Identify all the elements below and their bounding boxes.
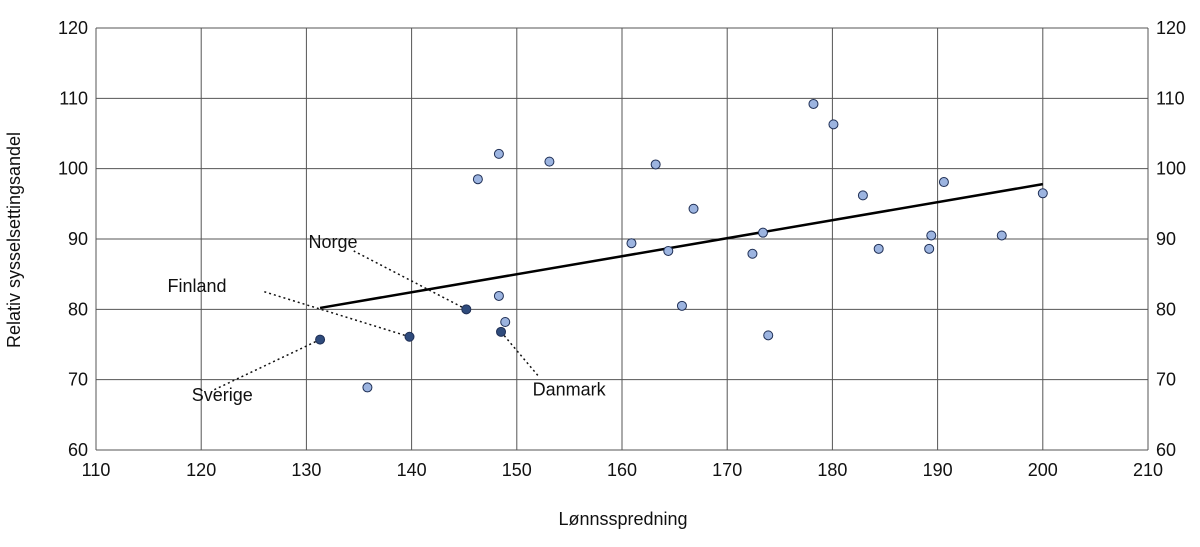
annotation-labels: Sverige Finland Norge Danmark <box>168 232 607 405</box>
x-tick-label: 200 <box>1028 460 1058 480</box>
data-point <box>757 227 768 238</box>
x-tick-label: 110 <box>82 460 111 480</box>
data-point <box>676 300 687 311</box>
y-tick-label-left: 80 <box>68 299 88 319</box>
x-tick-label: 180 <box>817 460 847 480</box>
leader-line-danmark <box>500 331 539 376</box>
x-tick-label: 170 <box>712 460 742 480</box>
y-tick-label-left: 120 <box>58 18 88 38</box>
highlighted-point-sverige <box>315 334 326 345</box>
leader-line-finland <box>264 291 410 338</box>
y-tick-label-left: 70 <box>68 370 88 390</box>
annotation-danmark: Danmark <box>533 380 607 400</box>
trend-line <box>319 182 1044 310</box>
y-tick-label-left: 110 <box>59 88 88 108</box>
gridlines <box>95 27 1149 451</box>
highlighted-point-finland <box>404 331 415 342</box>
highlighted-point-danmark <box>496 326 507 337</box>
x-tick-label: 190 <box>923 460 953 480</box>
y-axis-left-tick-labels: 60 70 80 90 100 110 120 <box>58 18 88 460</box>
y-tick-label-right: 70 <box>1156 370 1176 390</box>
y-tick-label-right: 110 <box>1156 88 1185 108</box>
highlighted-point-norge <box>461 304 472 315</box>
y-axis-title: Relativ sysselsettingsandel <box>4 132 24 348</box>
y-tick-label-left: 100 <box>58 159 88 179</box>
highlighted-points <box>315 304 507 345</box>
data-point <box>924 243 935 254</box>
data-point <box>472 174 483 185</box>
y-tick-label-right: 90 <box>1156 229 1176 249</box>
data-point <box>857 190 868 201</box>
data-point <box>500 316 511 327</box>
data-point <box>747 248 758 259</box>
x-tick-label: 130 <box>291 460 321 480</box>
data-point <box>493 148 504 159</box>
data-point <box>1037 188 1048 199</box>
data-point <box>873 243 884 254</box>
data-point <box>926 230 937 241</box>
data-point <box>996 230 1007 241</box>
data-point <box>650 159 661 170</box>
annotation-sverige: Sverige <box>192 385 253 405</box>
data-point <box>626 238 637 249</box>
y-tick-label-right: 80 <box>1156 299 1176 319</box>
annotation-norge: Norge <box>309 232 358 252</box>
data-point <box>808 98 819 109</box>
annotation-leader-lines <box>211 250 539 392</box>
data-point <box>663 245 674 256</box>
x-tick-label: 140 <box>397 460 427 480</box>
data-point <box>938 177 949 188</box>
x-tick-label: 120 <box>186 460 216 480</box>
x-tick-label: 150 <box>502 460 532 480</box>
data-point <box>544 156 555 167</box>
leader-line-sverige <box>211 338 321 392</box>
x-axis-tick-labels: 110 120 130 140 150 160 170 180 190 200 210 <box>82 460 1163 480</box>
y-tick-label-left: 60 <box>68 440 88 460</box>
data-points <box>362 98 1048 393</box>
data-point <box>828 119 839 130</box>
annotation-finland: Finland <box>168 276 227 296</box>
y-tick-label-right: 100 <box>1156 159 1186 179</box>
data-point <box>362 382 373 393</box>
data-point <box>688 203 699 214</box>
y-tick-label-right: 120 <box>1156 18 1186 38</box>
x-tick-label: 210 <box>1133 460 1163 480</box>
data-point <box>763 330 774 341</box>
x-axis-title: Lønnsspredning <box>558 509 687 529</box>
data-point <box>493 290 504 301</box>
y-axis-right-tick-labels: 60 70 80 90 100 110 120 <box>1156 18 1186 460</box>
x-tick-label: 160 <box>607 460 637 480</box>
leader-line-norge <box>353 250 467 310</box>
y-tick-label-right: 60 <box>1156 440 1176 460</box>
y-tick-label-left: 90 <box>68 229 88 249</box>
